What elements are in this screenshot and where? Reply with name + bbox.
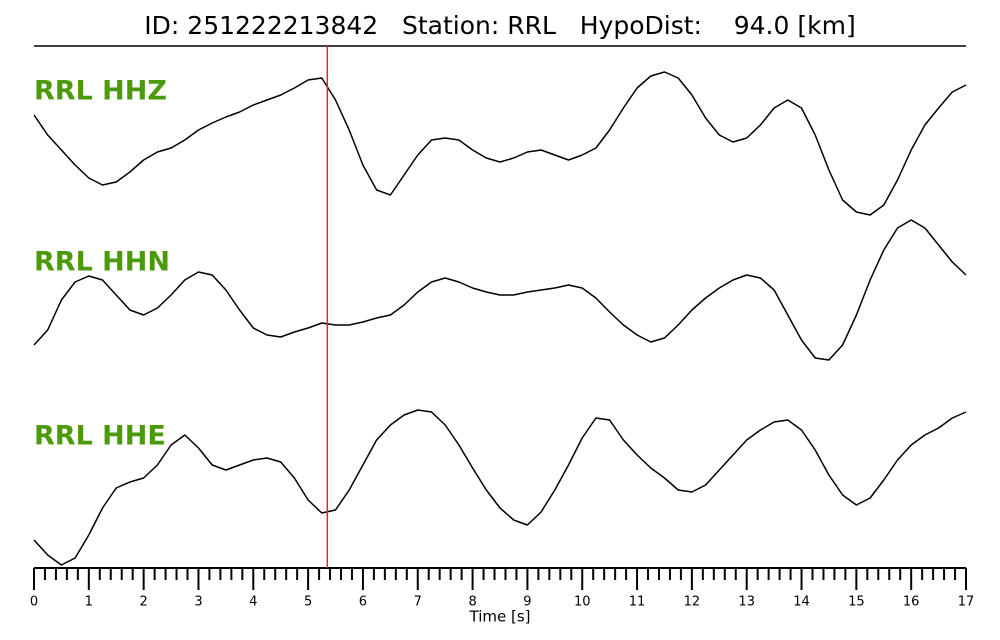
trace (33, 71, 967, 216)
trace-label: RRL HHE (34, 421, 166, 452)
x-tick-label: 9 (523, 595, 531, 610)
x-tick-label: 17 (958, 595, 975, 610)
trace-label: RRL HHZ (34, 76, 167, 107)
x-tick-label: 8 (468, 595, 476, 610)
trace (33, 219, 967, 361)
x-tick-label: 13 (738, 595, 755, 610)
x-tick-label: 7 (414, 595, 422, 610)
x-tick-label: 1 (85, 595, 93, 610)
x-tick-label: 5 (304, 595, 312, 610)
x-tick-label: 12 (684, 595, 701, 610)
x-tick-label: 4 (249, 595, 257, 610)
x-tick-label: 11 (629, 595, 646, 610)
x-tick-label: 14 (793, 595, 810, 610)
trace-label: RRL HHN (34, 247, 170, 278)
chart-title: ID: 251222213842 Station: RRL HypoDist: … (144, 11, 855, 40)
x-tick-label: 10 (574, 595, 591, 610)
x-tick-label: 6 (359, 595, 367, 610)
x-tick-label: 3 (194, 595, 202, 610)
x-tick-label: 0 (30, 595, 38, 610)
x-tick-label: 15 (848, 595, 865, 610)
x-tick-label: 2 (140, 595, 148, 610)
trace (33, 409, 967, 566)
x-tick-label: 16 (903, 595, 920, 610)
x-axis-label: Time [s] (469, 608, 531, 626)
